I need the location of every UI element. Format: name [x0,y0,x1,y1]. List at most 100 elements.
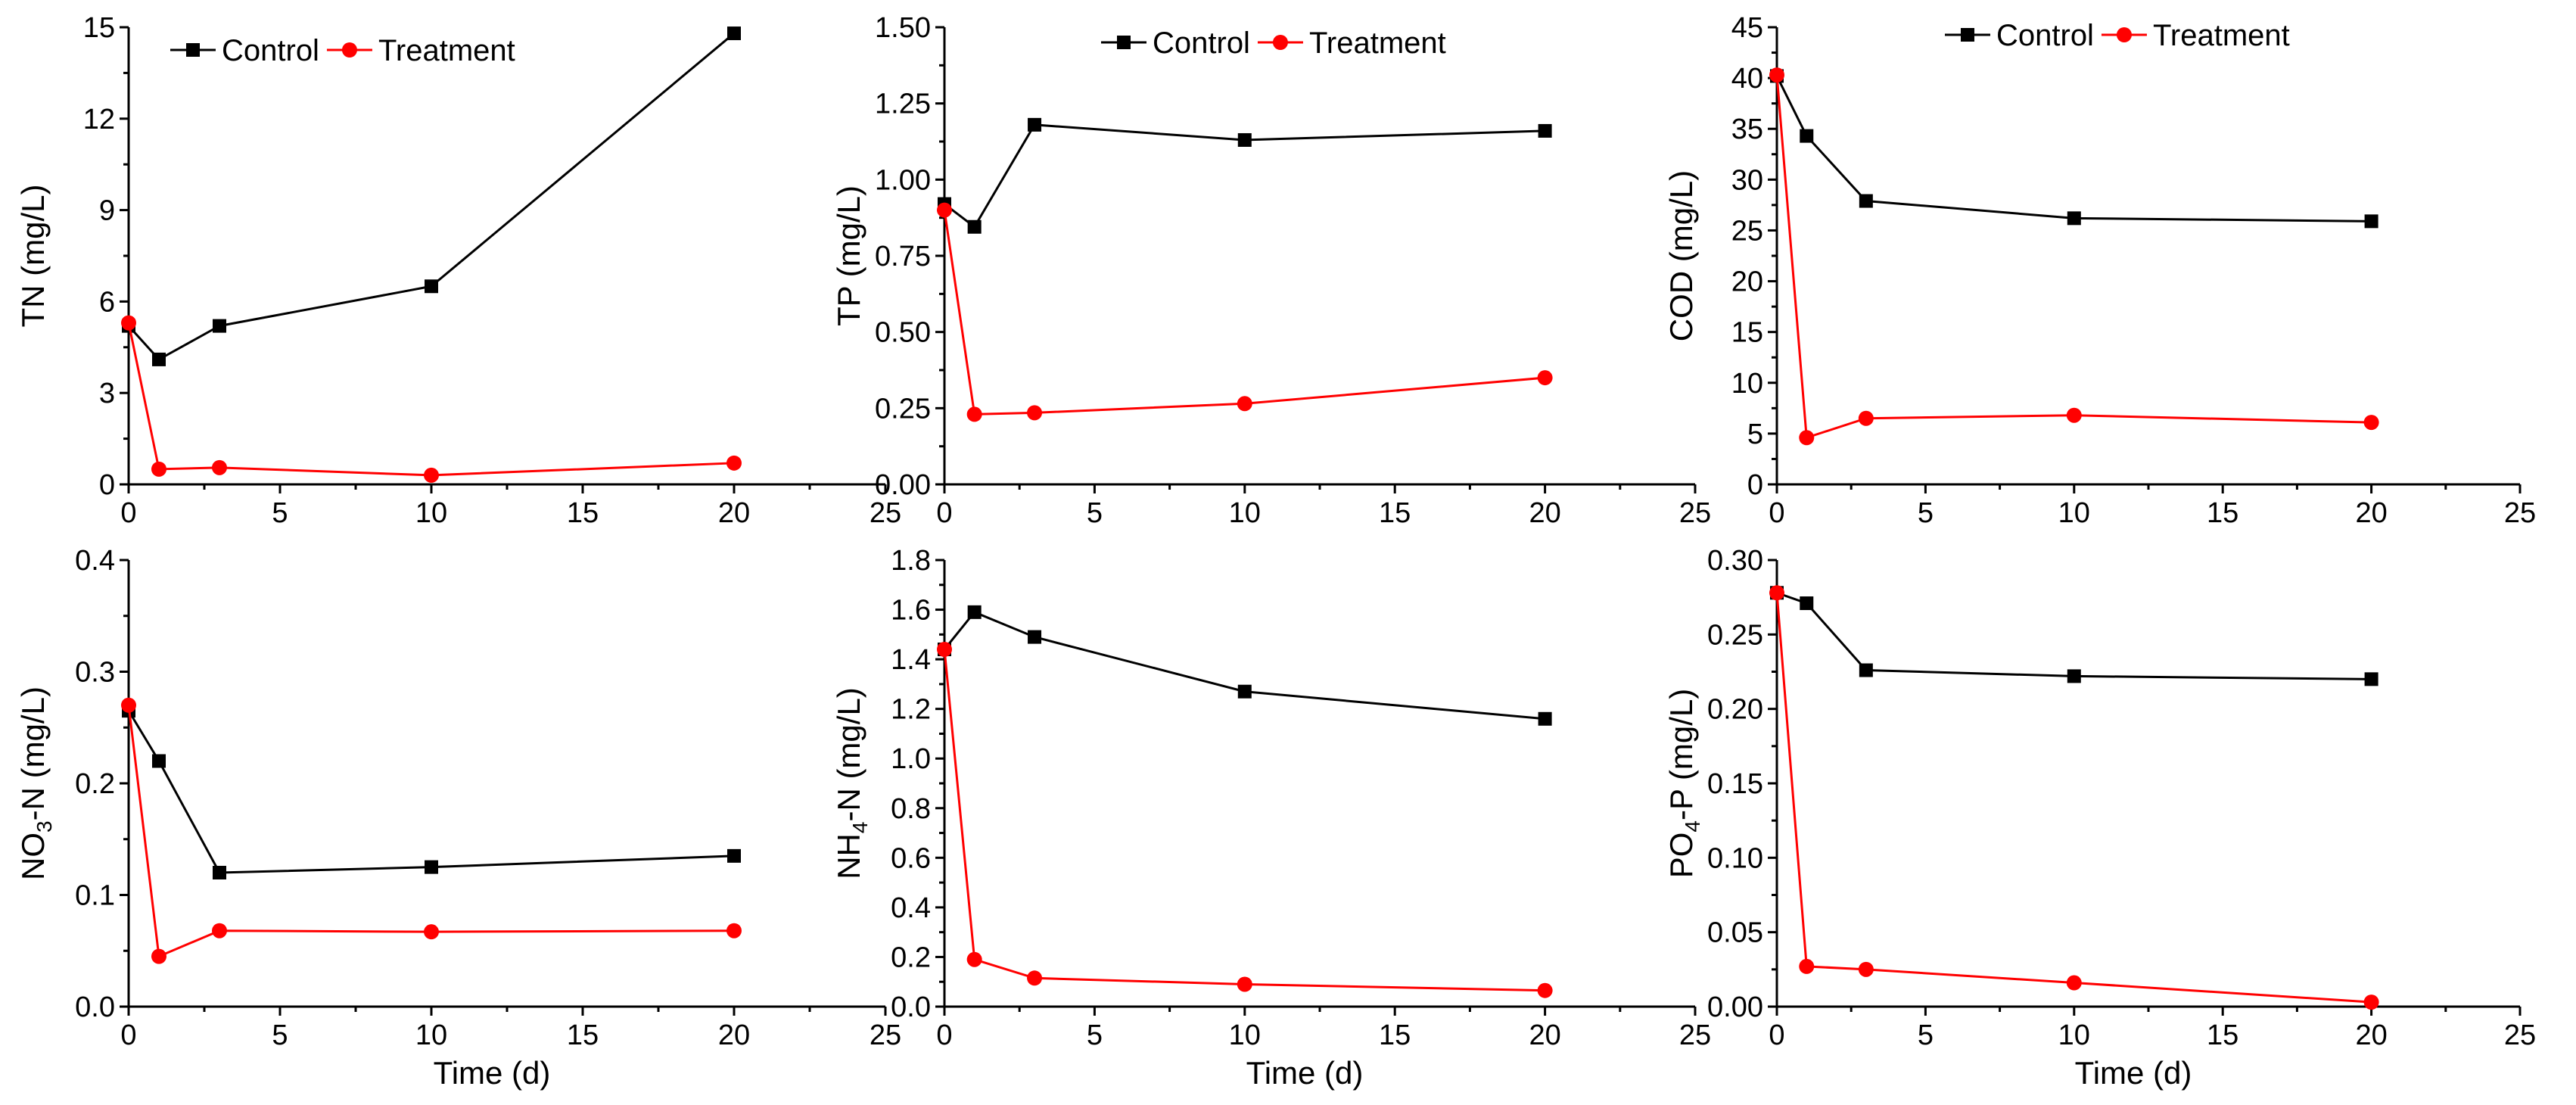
y-tick-label: 6 [99,286,115,318]
x-tick-label: 15 [567,1019,599,1051]
y-tick-label: 0.05 [1707,917,1763,949]
y-tick-label: 15 [1731,317,1763,349]
series-line-treatment [943,210,1545,416]
y-tick-label: 10 [1731,368,1763,400]
x-tick-label: 0 [936,1019,952,1051]
x-tick-label: 25 [2504,497,2536,529]
data-point-control [425,860,438,874]
legend-label-control: Control [1153,26,1250,60]
y-tick-label: 0 [99,469,115,501]
data-point-control [1859,663,1873,677]
y-tick-label: 15 [83,12,115,44]
data-point-treatment [1799,430,1815,446]
x-tick-label: 15 [567,497,599,529]
series-line-treatment [127,705,735,958]
legend: Control Treatment [1945,19,2290,52]
data-point-treatment [2066,975,2082,991]
x-tick-label: 0 [120,497,136,529]
y-tick-label: 0 [1747,469,1763,501]
y-tick-label: 0.30 [1707,545,1763,577]
data-point-control [1538,123,1552,138]
data-point-treatment [1799,958,1815,974]
data-point-control [1800,129,1814,143]
data-point-control [1028,630,1042,644]
y-tick-label: 0.0 [891,991,931,1023]
y-tick-label: 0.75 [875,241,931,272]
y-tick-label: 0.50 [875,317,931,349]
data-point-treatment [726,455,742,471]
x-tick-label: 20 [718,497,750,529]
data-point-treatment [151,461,166,477]
legend-marker-control [1961,28,1974,42]
y-tick-label: 0.8 [891,793,931,825]
x-tick-label: 10 [2058,1019,2090,1051]
y-axis-title: NO3-N (mg/L) [15,686,56,880]
y-tick-label: 0.25 [875,393,931,425]
data-point-control [2364,214,2378,229]
data-point-treatment [1769,585,1784,601]
x-tick-label: 0 [936,497,952,529]
y-tick-label: 0.00 [1707,991,1763,1023]
y-tick-label: 1.4 [891,644,931,676]
legend-marker-control [1117,36,1131,49]
data-point-treatment [1027,970,1043,986]
legend-label-control: Control [222,34,319,67]
data-point-treatment [424,924,439,940]
series-line-treatment [127,322,735,477]
y-tick-label: 0.00 [875,469,931,501]
data-point-control [1800,596,1814,611]
y-tick-label: 1.50 [875,12,931,44]
y-tick-label: 25 [1731,215,1763,247]
panel-5: 0 5 10 15 20 250.00.20.40.60.81.01.21.41.61.8… [831,545,1711,1091]
x-axis-title: Time (d) [1246,1055,1364,1091]
x-tick-label: 15 [1379,1019,1411,1051]
legend-marker-treatment [341,42,357,58]
x-tick-label: 5 [1087,497,1103,529]
y-tick-label: 0.15 [1707,768,1763,800]
panel-1: 0 5 10 15 20 25 0 3 6 9 12 15 TN (mg/L) Control Treatm… [15,12,901,529]
x-axis-title: Time (d) [434,1055,551,1091]
x-tick-label: 25 [870,1019,901,1051]
y-tick-label: 1.6 [891,595,931,627]
y-tick-label: 3 [99,378,115,409]
data-point-treatment [212,923,227,938]
y-tick-label: 0.2 [75,768,115,800]
data-point-treatment [1237,396,1252,412]
series-line-control [127,32,735,361]
data-point-control [213,866,226,879]
y-tick-label: 0.4 [891,892,931,924]
data-point-treatment [1027,405,1043,421]
y-tick-label: 40 [1731,63,1763,95]
x-tick-label: 15 [2207,1019,2238,1051]
data-point-control [1028,117,1042,132]
data-point-treatment [726,923,742,938]
data-point-treatment [1237,976,1252,992]
x-tick-label: 20 [1529,497,1560,529]
legend-marker-treatment [1272,35,1288,50]
y-tick-label: 30 [1731,164,1763,196]
legend-label-treatment: Treatment [1309,26,1446,60]
x-tick-label: 15 [1379,497,1411,529]
y-tick-label: 0.1 [75,880,115,912]
data-point-control [967,605,982,619]
data-point-treatment [424,467,439,483]
data-point-control [1538,711,1552,726]
panel-4: 0 5 10 15 20 25 0.0 0.1 0.2 0.3 0.4 NO3-N (mg/L) Tim… [15,545,901,1091]
data-point-treatment [1537,982,1553,998]
y-tick-label: 20 [1731,266,1763,298]
data-point-treatment [1858,410,1874,426]
legend-label-treatment: Treatment [378,34,515,67]
panel-3: 0 5 10 15 20 25 0 5 10 15 20 25 30 35 40 45 COD (mg/L) Co… [1663,12,2536,529]
y-tick-label: 1.2 [891,694,931,726]
data-point-control [152,754,166,768]
y-tick-label: 12 [83,104,115,135]
series-line-treatment [1775,74,2372,440]
data-point-control [967,219,982,234]
y-tick-label: 0.25 [1707,619,1763,651]
y-tick-label: 35 [1731,114,1763,145]
legend-marker-treatment [2116,27,2132,42]
x-tick-label: 25 [1679,497,1711,529]
y-tick-label: 1.25 [875,89,931,120]
data-point-control [213,319,226,333]
